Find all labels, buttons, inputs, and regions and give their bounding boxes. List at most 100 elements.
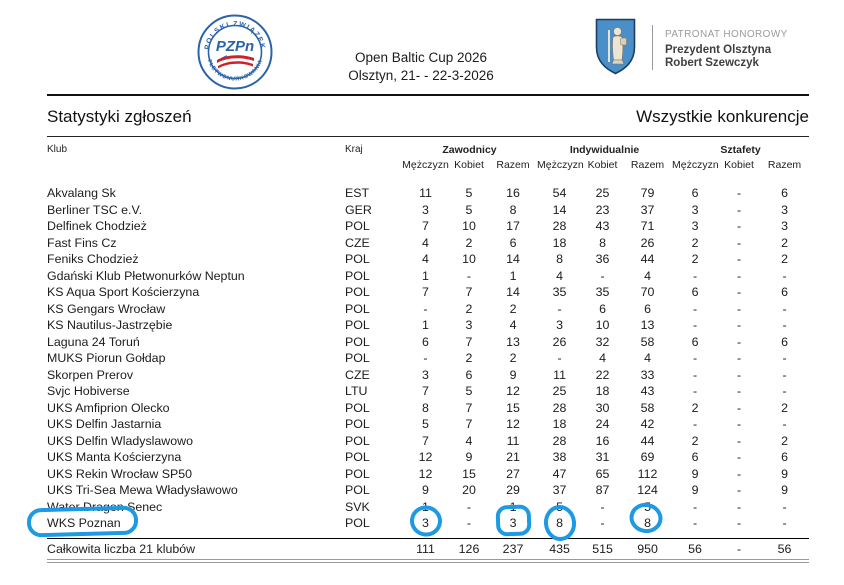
- stat-value: 65: [595, 466, 610, 481]
- stat-value: 12: [506, 417, 520, 432]
- total-value: 435: [537, 537, 583, 563]
- stat-value: 17: [506, 219, 520, 234]
- country-code: SVK: [345, 499, 370, 514]
- club-name: KS Gengars Wrocław: [47, 301, 166, 316]
- stat-value: -: [782, 268, 787, 283]
- stat-value: 4: [599, 351, 606, 366]
- stat-value: 9: [509, 367, 517, 382]
- stat-value: 11: [553, 367, 566, 382]
- country-code: POL: [345, 285, 370, 300]
- stat-value: -: [782, 301, 787, 316]
- total-value: 237: [489, 537, 538, 563]
- stat-value: 21: [506, 450, 520, 465]
- stat-value: 8: [509, 202, 517, 217]
- stat-value: 8: [556, 252, 563, 267]
- club-name: UKS Manta Kościerzyna: [47, 450, 182, 465]
- stat-value: -: [736, 516, 742, 531]
- stat-value: 13: [506, 334, 520, 349]
- stat-value: 9: [422, 483, 429, 498]
- pzp-federation-logo: POLSKI ZWIĄZEK PŁETWONURKOWANIA PZPn: [197, 14, 273, 90]
- stat-value: 15: [506, 400, 520, 415]
- stat-value: -: [692, 301, 698, 316]
- stat-value: -: [736, 334, 742, 349]
- stat-value: -: [736, 483, 742, 498]
- stat-value: -: [600, 499, 605, 514]
- stat-value: 4: [422, 252, 429, 267]
- club-name: Delfinek Chodzież: [47, 219, 147, 234]
- pzp-monogram: PZPn: [216, 38, 254, 55]
- stat-value: 2: [465, 351, 473, 366]
- club-name: KS Aqua Sport Kościerzyna: [47, 285, 200, 300]
- stat-value: 4: [465, 433, 473, 448]
- stat-value: 58: [640, 334, 655, 349]
- stat-value: 29: [506, 483, 520, 498]
- stat-value: -: [692, 367, 698, 382]
- country-code: GER: [345, 202, 372, 217]
- club-name: Berliner TSC e.V.: [47, 202, 143, 217]
- country-code: POL: [345, 433, 370, 448]
- stat-value: 26: [640, 235, 655, 250]
- stat-value: 5: [644, 499, 651, 514]
- stat-value: -: [736, 384, 742, 399]
- total-value: 515: [582, 537, 624, 563]
- stat-value: 18: [552, 417, 567, 432]
- patron-name: Robert Szewczyk: [665, 57, 759, 69]
- stat-value: -: [600, 268, 605, 283]
- stat-value: 8: [599, 235, 606, 250]
- stat-value: 9: [691, 466, 699, 481]
- table-row: Fast Fins Cz CZE 4 2 6 18 8 26 2 - 2: [47, 235, 809, 252]
- stat-value: 31: [595, 450, 610, 465]
- club-name: KS Nautilus-Jastrzębie: [47, 318, 173, 333]
- stat-value: -: [736, 466, 742, 481]
- table-row: UKS Manta Kościerzyna POL 12 9 21 38 31 …: [47, 449, 809, 466]
- stat-value: 10: [595, 318, 610, 333]
- table-row: Laguna 24 Toruń POL 6 7 13 26 32 58 6 - …: [47, 334, 809, 351]
- country-code: POL: [345, 268, 370, 283]
- section-title-left: Statystyki zgłoszeń: [47, 107, 192, 126]
- section-title-row: Statystyki zgłoszeń Wszystkie konkurencj…: [47, 107, 809, 127]
- country-code: POL: [345, 466, 370, 481]
- stat-value: -: [782, 499, 787, 514]
- stat-value: 6: [691, 186, 699, 201]
- stat-value: 6: [465, 367, 473, 382]
- stat-value: 27: [506, 466, 520, 481]
- stat-value: 7: [465, 400, 473, 415]
- stat-value: 23: [595, 202, 610, 217]
- stat-value: 2: [465, 235, 473, 250]
- stat-value: -: [736, 285, 742, 300]
- club-name: Fast Fins Cz: [47, 235, 117, 250]
- country-code: POL: [345, 450, 370, 465]
- stat-value: 58: [640, 400, 655, 415]
- subcol-header: Kobiet: [587, 159, 618, 171]
- event-title: Open Baltic Cup 2026: [354, 50, 488, 65]
- stat-value: 87: [595, 483, 610, 498]
- stat-value: 35: [552, 285, 567, 300]
- stat-value: 6: [781, 285, 788, 300]
- club-name: Gdański Klub Płetwonurków Neptun: [47, 268, 245, 283]
- stat-value: -: [423, 351, 428, 366]
- total-value: 111: [402, 537, 449, 563]
- stat-value: -: [600, 516, 605, 531]
- patronage-label: PATRONAT HONOROWY: [665, 29, 788, 40]
- stat-value: 54: [552, 186, 567, 201]
- table-row: UKS Amfiprion Olecko POL 8 7 15 28 30 58…: [47, 400, 809, 417]
- section-rule: [47, 136, 809, 137]
- stat-value: -: [736, 235, 742, 250]
- stat-value: 69: [640, 450, 655, 465]
- stat-value: -: [782, 367, 787, 382]
- stat-value: 38: [552, 450, 567, 465]
- stat-value: -: [736, 417, 742, 432]
- country-code: POL: [345, 483, 370, 498]
- event-title-block: Open Baltic Cup 2026 Olsztyn, 21- - 22-3…: [296, 49, 546, 85]
- stat-value: -: [557, 301, 562, 316]
- stat-value: 6: [781, 186, 788, 201]
- stat-value: 3: [781, 219, 788, 234]
- club-name: UKS Rekin Wrocław SP50: [47, 466, 193, 481]
- stat-value: 3: [509, 516, 517, 531]
- stat-value: 9: [691, 483, 699, 498]
- stat-value: -: [736, 351, 742, 366]
- table-row: Akvalang Sk EST 11 5 16 54 25 79 6 - 6: [47, 185, 809, 202]
- stat-value: -: [782, 384, 787, 399]
- table-row: UKS Rekin Wrocław SP50 POL 12 15 27 47 6…: [47, 466, 809, 483]
- stat-value: 11: [506, 433, 520, 448]
